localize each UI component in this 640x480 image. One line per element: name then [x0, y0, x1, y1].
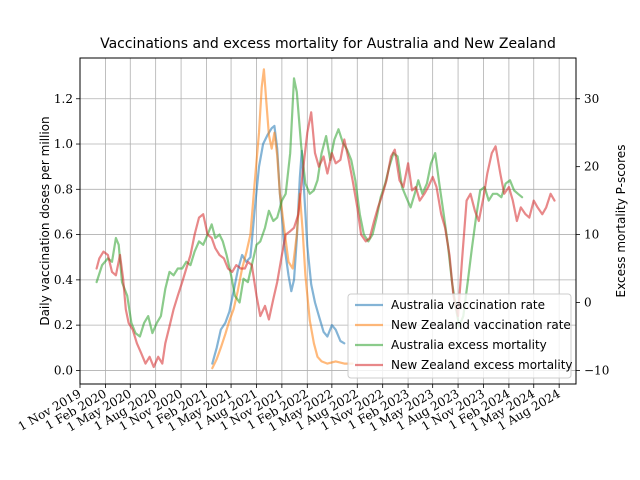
y2-axis-ticks: −10 0 10 20 30: [576, 92, 609, 377]
y2-tick-label: 0: [584, 296, 592, 310]
y-tick-label: 0.4: [54, 273, 73, 287]
series-lines: [95, 68, 556, 370]
legend-label-2: Australia excess mortality: [391, 338, 547, 352]
y-tick-label: 1.0: [54, 137, 73, 151]
legend-label-0: Australia vaccination rate: [391, 298, 545, 312]
y-axis-label: Daily vaccination doses per million: [38, 116, 52, 325]
y2-axis-label: Excess mortality P-scores: [614, 145, 628, 298]
y2-tick-label: 10: [584, 228, 599, 242]
legend-label-1: New Zealand vaccination rate: [391, 318, 571, 332]
y-tick-label: 1.2: [54, 92, 73, 106]
y-tick-label: 0.2: [54, 318, 73, 332]
chart-title: Vaccinations and excess mortality for Au…: [100, 36, 556, 52]
y-tick-label: 0.0: [54, 363, 73, 377]
y-tick-label: 0.8: [54, 182, 73, 196]
series-line-3: [95, 111, 556, 369]
y-tick-label: 0.6: [54, 228, 73, 242]
legend: Australia vaccination rate New Zealand va…: [347, 293, 573, 379]
legend-box: [347, 293, 572, 379]
y-axis-ticks: 0.0 0.2 0.4 0.6 0.8 1.0 1.2: [54, 92, 80, 377]
y2-tick-label: −10: [584, 363, 609, 377]
y2-tick-label: 30: [584, 92, 599, 106]
y2-tick-label: 20: [584, 160, 599, 174]
plot-frame: [79, 57, 577, 385]
legend-label-3: New Zealand excess mortality: [391, 358, 573, 372]
